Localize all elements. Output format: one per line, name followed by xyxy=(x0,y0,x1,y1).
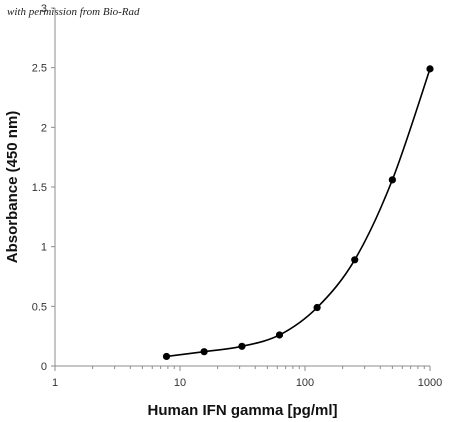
x-tick-label: 1000 xyxy=(418,377,442,389)
y-tick-label: 1.5 xyxy=(32,182,47,194)
data-point xyxy=(238,342,246,350)
y-tick-label: 0 xyxy=(41,361,47,373)
y-tick-label: 2.5 xyxy=(32,63,47,75)
data-point xyxy=(200,348,208,356)
data-point xyxy=(313,303,321,312)
data-point xyxy=(275,331,284,339)
x-tick-label: 100 xyxy=(296,377,314,389)
x-tick-label: 10 xyxy=(174,377,186,389)
data-point xyxy=(388,176,396,184)
chart-series xyxy=(162,65,434,361)
y-tick-label: 3 xyxy=(41,3,47,15)
data-point xyxy=(351,256,359,264)
x-axis-title: Human IFN gamma [pg/ml] xyxy=(147,402,337,419)
x-tick-label: 1 xyxy=(52,377,58,389)
y-tick-label: 2 xyxy=(41,122,47,134)
y-tick-label: 0.5 xyxy=(32,301,47,313)
chart-axes: 0 0.5 1 1.5 2 2.5 3 1 10 100 1000 xyxy=(32,3,443,389)
y-tick-label: 1 xyxy=(41,242,47,254)
y-axis-title: Absorbance (450 nm) xyxy=(4,111,21,264)
data-point xyxy=(426,65,434,73)
series-line xyxy=(166,68,431,358)
data-point xyxy=(162,352,171,361)
watermark-text: with permission from Bio-Rad xyxy=(7,6,140,18)
